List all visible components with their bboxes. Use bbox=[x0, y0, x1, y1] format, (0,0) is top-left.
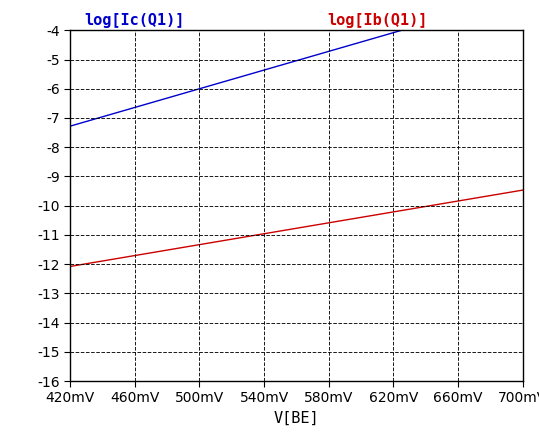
Text: log[Ib(Q1)]: log[Ib(Q1)] bbox=[327, 13, 427, 28]
Text: log[Ic(Q1)]: log[Ic(Q1)] bbox=[85, 13, 185, 28]
X-axis label: V[BE]: V[BE] bbox=[274, 411, 319, 426]
